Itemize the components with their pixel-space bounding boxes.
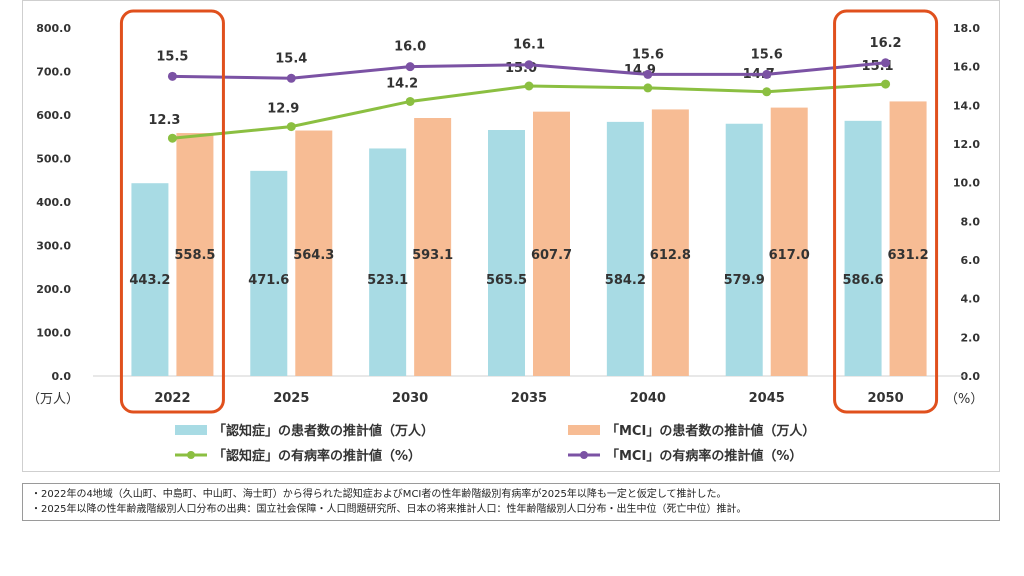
x-axis-tick-label: 2030 (392, 391, 428, 406)
line-value-label: 15.6 (751, 47, 783, 62)
x-axis-tick-label: 2022 (154, 391, 190, 406)
line-point (167, 71, 177, 81)
x-axis-tick-label: 2040 (630, 391, 666, 406)
legend-label: 「認知症」の患者数の推計値（万人） (213, 423, 434, 439)
line-value-label: 14.2 (386, 76, 418, 91)
left-axis-tick-label: 600.0 (36, 109, 71, 122)
right-axis-tick-label: 18.0 (953, 22, 980, 35)
left-axis-tick-label: 0.0 (52, 370, 72, 383)
left-axis-unit-label: （万人） (27, 392, 79, 407)
bar-dementia-count (131, 183, 169, 376)
legend-swatch (175, 425, 207, 435)
line-point (405, 62, 415, 72)
right-axis-tick-label: 14.0 (953, 99, 980, 112)
left-axis-tick-label: 800.0 (36, 22, 71, 35)
bar-value-label: 612.8 (650, 248, 691, 263)
right-axis-tick-label: 6.0 (961, 254, 981, 267)
bar-dementia-count (488, 130, 525, 376)
bar-value-label: 584.2 (605, 273, 646, 288)
bar-value-label: 523.1 (367, 273, 408, 288)
bar-mci-count (414, 118, 452, 377)
line-value-label: 16.2 (870, 36, 902, 51)
line-value-label: 15.4 (275, 51, 307, 66)
left-axis-tick-label: 100.0 (36, 327, 71, 340)
left-axis-tick-label: 400.0 (36, 196, 71, 209)
right-axis-tick-label: 16.0 (953, 61, 980, 74)
line-value-label: 16.0 (394, 40, 426, 55)
bar-value-label: 631.2 (888, 248, 929, 263)
left-axis-tick-label: 500.0 (36, 153, 71, 166)
bar-value-label: 443.2 (129, 273, 170, 288)
left-axis-tick-label: 700.0 (36, 66, 71, 79)
legend-label: 「MCI」の患者数の推計値（万人） (606, 423, 815, 439)
bar-value-label: 579.9 (724, 273, 765, 288)
left-axis-tick-label: 300.0 (36, 240, 71, 253)
chart-svg: 0.0 100.0 200.0 300.0 400.0 500.0 600.0 700.0 80… (27, 9, 983, 464)
line-point (881, 79, 891, 89)
highlight-box (833, 9, 939, 414)
legend-label: 「認知症」の有病率の推計値（%） (213, 448, 421, 464)
right-axis-tick-label: 2.0 (961, 331, 981, 344)
right-axis-tick-label: 12.0 (953, 138, 980, 151)
line-point (167, 133, 177, 143)
bar-value-label: 607.7 (531, 248, 572, 263)
line-value-label: 15.6 (632, 47, 664, 62)
line-point (524, 60, 534, 70)
right-axis-tick-label: 0.0 (961, 370, 981, 383)
bar-mci-count (770, 107, 808, 376)
line-point (643, 83, 653, 93)
bar-dementia-count (725, 123, 763, 376)
bar-mci-count (176, 133, 214, 376)
legend-swatch-marker (187, 451, 195, 459)
line-point (762, 87, 772, 97)
footnote-line-1: ・2022年の4地域（久山町、中島町、中山町、海士町）から得られた認知症およびM… (31, 489, 727, 500)
bar-value-label: 558.5 (174, 248, 215, 263)
line-point (405, 96, 415, 106)
highlight-box (119, 9, 225, 414)
line-point (643, 69, 653, 79)
bar-mci-count (295, 130, 333, 376)
bar-dementia-count (606, 121, 644, 376)
line-value-label: 15.5 (156, 49, 188, 64)
line-value-label: 16.1 (513, 38, 545, 53)
bar-value-label: 471.6 (248, 273, 289, 288)
left-axis-tick-label: 200.0 (36, 283, 71, 296)
bar-mci-count (651, 109, 689, 376)
bar-dementia-count (369, 148, 407, 376)
bar-value-label: 593.1 (412, 248, 453, 263)
x-axis-tick-label: 2045 (749, 391, 785, 406)
right-axis-tick-label: 4.0 (961, 293, 981, 306)
bar-mci-count (533, 111, 570, 376)
bar-dementia-count (250, 170, 288, 376)
line-point (524, 81, 534, 91)
line-point (881, 58, 891, 68)
legend-label: 「MCI」の有病率の推計値（%） (606, 448, 802, 464)
legend-swatch (568, 425, 600, 435)
bar-mci-count (889, 101, 927, 376)
x-axis-tick-label: 2025 (273, 391, 309, 406)
chart-frame: 0.0 100.0 200.0 300.0 400.0 500.0 600.0 700.0 80… (22, 0, 1000, 472)
bar-value-label: 586.6 (843, 273, 884, 288)
bar-value-label: 617.0 (769, 248, 810, 263)
bar-value-label: 565.5 (486, 273, 527, 288)
x-axis-tick-label: 2035 (511, 391, 547, 406)
right-axis-tick-label: 8.0 (961, 215, 981, 228)
footnote-line-2: ・2025年以降の性年齢歳階級別人口分布の出典：国立社会保障・人口問題研究所、日… (31, 504, 747, 515)
line-point (762, 69, 772, 79)
bar-dementia-count (844, 120, 882, 376)
x-axis-tick-label: 2050 (867, 391, 903, 406)
legend-swatch-marker (580, 451, 588, 459)
line-value-label: 12.9 (267, 102, 299, 117)
right-axis-tick-label: 10.0 (953, 177, 980, 190)
line-point (286, 73, 296, 83)
right-axis-unit-label: （%） (945, 392, 983, 407)
bar-value-label: 564.3 (293, 248, 334, 263)
line-value-label: 12.3 (148, 113, 180, 128)
footnote-box: ・2022年の4地域（久山町、中島町、中山町、海士町）から得られた認知症およびM… (22, 483, 1000, 521)
line-point (286, 122, 296, 132)
